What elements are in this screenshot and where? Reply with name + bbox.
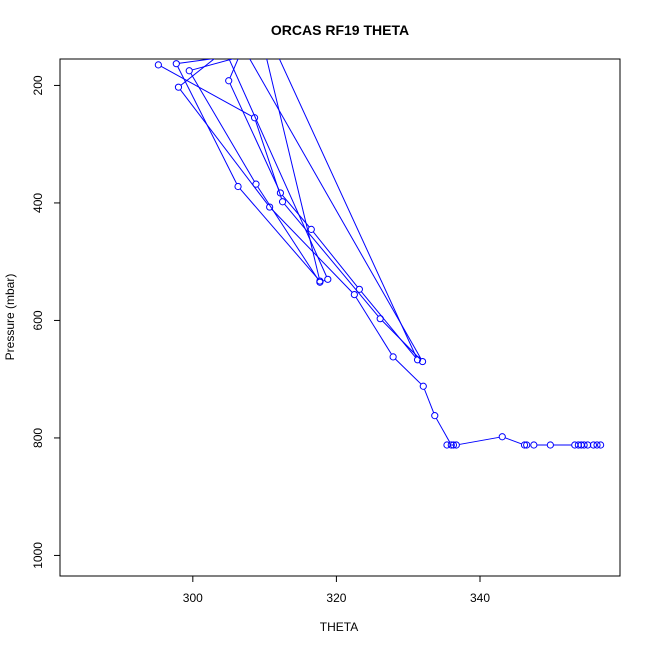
- data-point: [276, 189, 285, 197]
- data-point: [350, 290, 358, 299]
- x-axis: 300 320 340: [183, 576, 490, 605]
- data-point: [530, 441, 538, 449]
- data-point: [419, 382, 427, 390]
- data-point: [252, 180, 260, 188]
- x-tick-label: 340: [470, 591, 490, 605]
- series-segment: [459, 436, 500, 445]
- data-point: [154, 61, 162, 69]
- data-point: [272, 47, 278, 53]
- series-segment: [271, 208, 353, 293]
- data-point: [389, 353, 397, 361]
- series-segment: [229, 59, 239, 79]
- y-tick-label: 1000: [31, 542, 45, 569]
- data-point: [262, 47, 268, 53]
- data-point: [278, 198, 287, 206]
- data-point: [234, 182, 242, 191]
- series-segment: [160, 65, 253, 117]
- data-point: [266, 203, 274, 211]
- series-segment: [435, 418, 451, 443]
- chart-title: ORCAS RF19 THETA: [271, 22, 409, 38]
- data-point: [597, 441, 605, 449]
- series-segment: [180, 59, 215, 86]
- series-segment: [249, 59, 422, 360]
- series-segment: [282, 194, 310, 228]
- y-axis-label: Pressure (mbar): [3, 274, 17, 361]
- data-point: [413, 356, 422, 364]
- plot-content: [154, 44, 605, 449]
- x-axis-label: THETA: [320, 620, 358, 634]
- series-segment: [229, 83, 280, 191]
- data-point: [307, 225, 315, 233]
- y-tick-label: 600: [31, 310, 45, 330]
- data-point: [546, 441, 554, 449]
- y-tick-label: 200: [31, 75, 45, 95]
- data-point: [185, 67, 193, 75]
- x-tick-label: 320: [326, 591, 346, 605]
- x-tick-label: 300: [183, 591, 203, 605]
- data-point: [523, 441, 531, 449]
- data-point: [580, 441, 588, 449]
- series-segment: [360, 291, 416, 358]
- series-segment: [190, 73, 255, 182]
- y-axis: 200 400 600 800 1000: [31, 75, 60, 569]
- series-segment: [504, 437, 522, 445]
- series-segment: [239, 188, 319, 280]
- series-segment: [228, 59, 327, 277]
- series-segment: [355, 296, 392, 355]
- data-point: [447, 441, 455, 449]
- series-segment: [179, 59, 215, 64]
- data-point: [593, 441, 601, 449]
- data-point: [589, 441, 598, 449]
- data-point: [355, 285, 363, 293]
- data-point: [443, 441, 451, 449]
- series-segment: [278, 59, 417, 358]
- data-point: [520, 441, 529, 449]
- data-point: [250, 114, 259, 122]
- data-point: [452, 441, 460, 449]
- y-tick-label: 800: [31, 428, 45, 448]
- data-point: [324, 275, 332, 283]
- series-segment: [312, 231, 358, 288]
- data-point: [240, 44, 246, 50]
- data-point: [222, 47, 228, 53]
- data-point: [225, 77, 233, 85]
- data-point: [376, 315, 384, 323]
- series-segment: [394, 358, 422, 385]
- series-segment: [423, 388, 435, 413]
- data-point: [418, 357, 427, 366]
- series-segment: [257, 186, 319, 280]
- data-point: [498, 433, 506, 441]
- data-point: [316, 278, 324, 286]
- plot-area: [59, 58, 621, 577]
- series-segment: [284, 203, 379, 317]
- data-point: [172, 60, 180, 68]
- data-point: [174, 83, 183, 91]
- y-tick-label: 400: [31, 193, 45, 213]
- data-point: [431, 412, 439, 420]
